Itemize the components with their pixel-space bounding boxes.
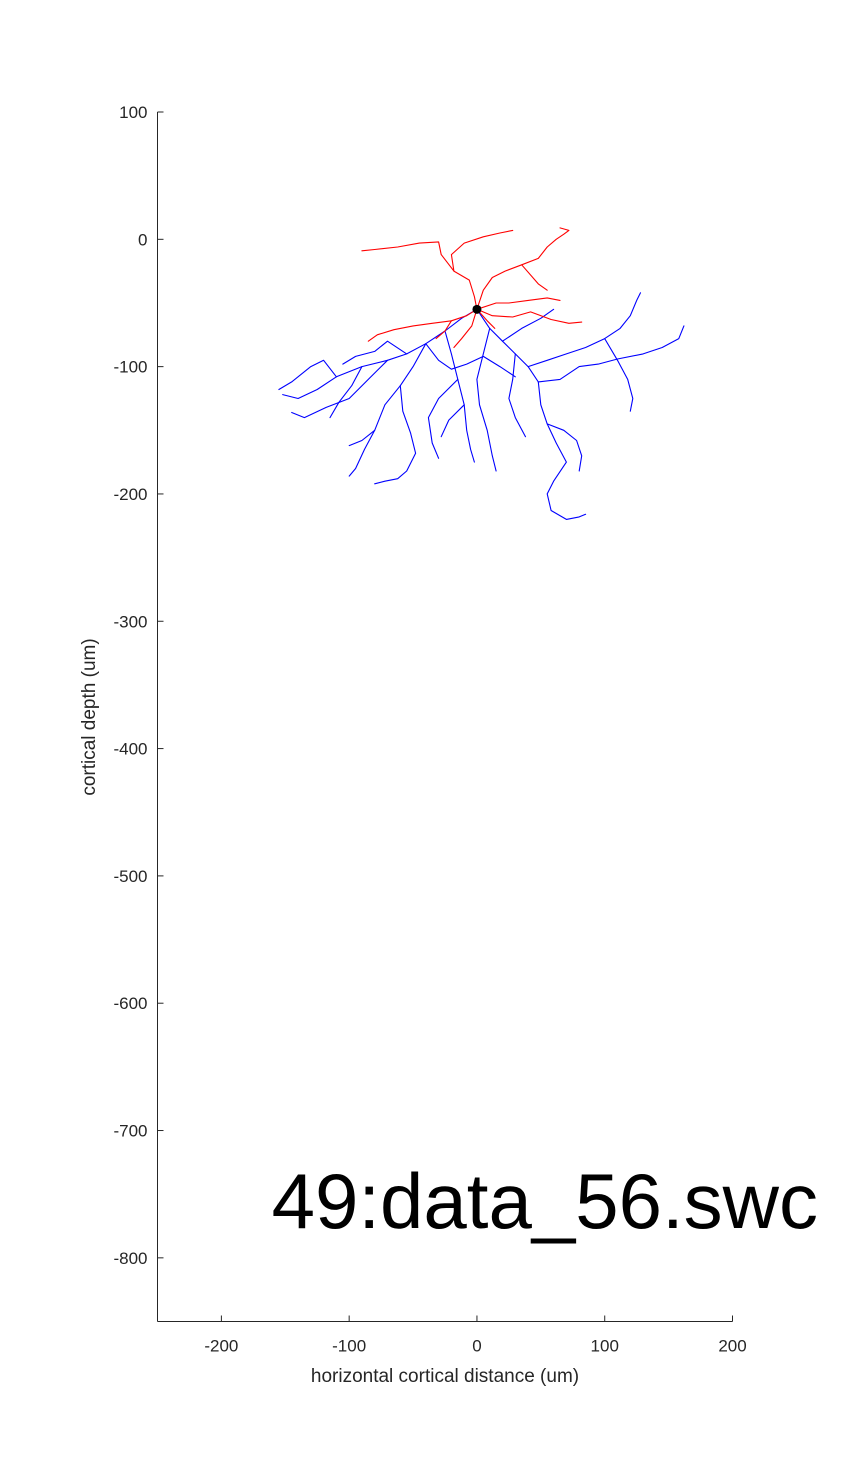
x-tick-label: 100 (591, 1337, 619, 1356)
axon-branch (444, 330, 475, 463)
y-tick-label: 0 (138, 230, 147, 249)
y-tick-label: -300 (113, 612, 147, 631)
y-axis-label: cortical depth (um) (79, 638, 100, 795)
soma-marker (472, 304, 482, 314)
dendrite-branch (367, 308, 478, 342)
axon-branch (476, 308, 587, 520)
y-ticks: 100 0 -100 -200 -300 -400 -500 -600 -700 -800 (113, 103, 164, 1268)
axon-branch (527, 292, 642, 368)
axon-branch (508, 353, 527, 438)
dendrite-branch (453, 308, 478, 349)
y-tick-label: -200 (113, 485, 147, 504)
file-annotation: 49:data_56.swc (272, 1157, 818, 1245)
x-tick-label: -100 (332, 1337, 366, 1356)
axon-branch (501, 308, 555, 342)
y-tick-label: -700 (113, 1122, 147, 1141)
dendrite-branch (435, 320, 452, 340)
dendrite-branch (450, 229, 514, 272)
dendrite-branch (476, 297, 561, 310)
axon-branch (546, 423, 583, 472)
y-tick-label: -100 (113, 358, 147, 377)
axon-branch (604, 338, 634, 412)
axes (157, 112, 733, 1322)
dendrite-branch (476, 308, 583, 324)
y-tick-label: -800 (113, 1249, 147, 1268)
axon-branch (291, 359, 389, 419)
dendrite-branch (476, 227, 570, 310)
x-axis-label: horizontal cortical distance (um) (311, 1366, 579, 1387)
axon-branch (374, 385, 417, 485)
dendrite-branch (361, 241, 478, 310)
neuron-traces (278, 227, 685, 520)
x-tick-label: 0 (472, 1337, 481, 1356)
axon-branch (537, 325, 685, 383)
axon-branch (476, 327, 497, 472)
x-tick-label: 200 (718, 1337, 746, 1356)
axon-branch (329, 366, 363, 419)
axon-branch (440, 404, 465, 438)
y-tick-label: -600 (113, 994, 147, 1013)
axon-branch (348, 429, 376, 447)
dendrite-branch (476, 308, 496, 329)
axon-branch (278, 359, 337, 391)
dendrite-branch (521, 264, 548, 291)
y-tick-label: 100 (119, 103, 147, 122)
y-tick-label: -500 (113, 867, 147, 886)
axon-branch (342, 340, 408, 365)
axon-branch (427, 378, 459, 459)
axon-branch (425, 343, 516, 378)
axon-branch (282, 308, 478, 400)
x-ticks: -200 -100 0 100 200 (204, 1315, 747, 1356)
axon-branch (348, 343, 427, 477)
y-tick-label: -400 (113, 740, 147, 759)
x-tick-label: -200 (204, 1337, 238, 1356)
